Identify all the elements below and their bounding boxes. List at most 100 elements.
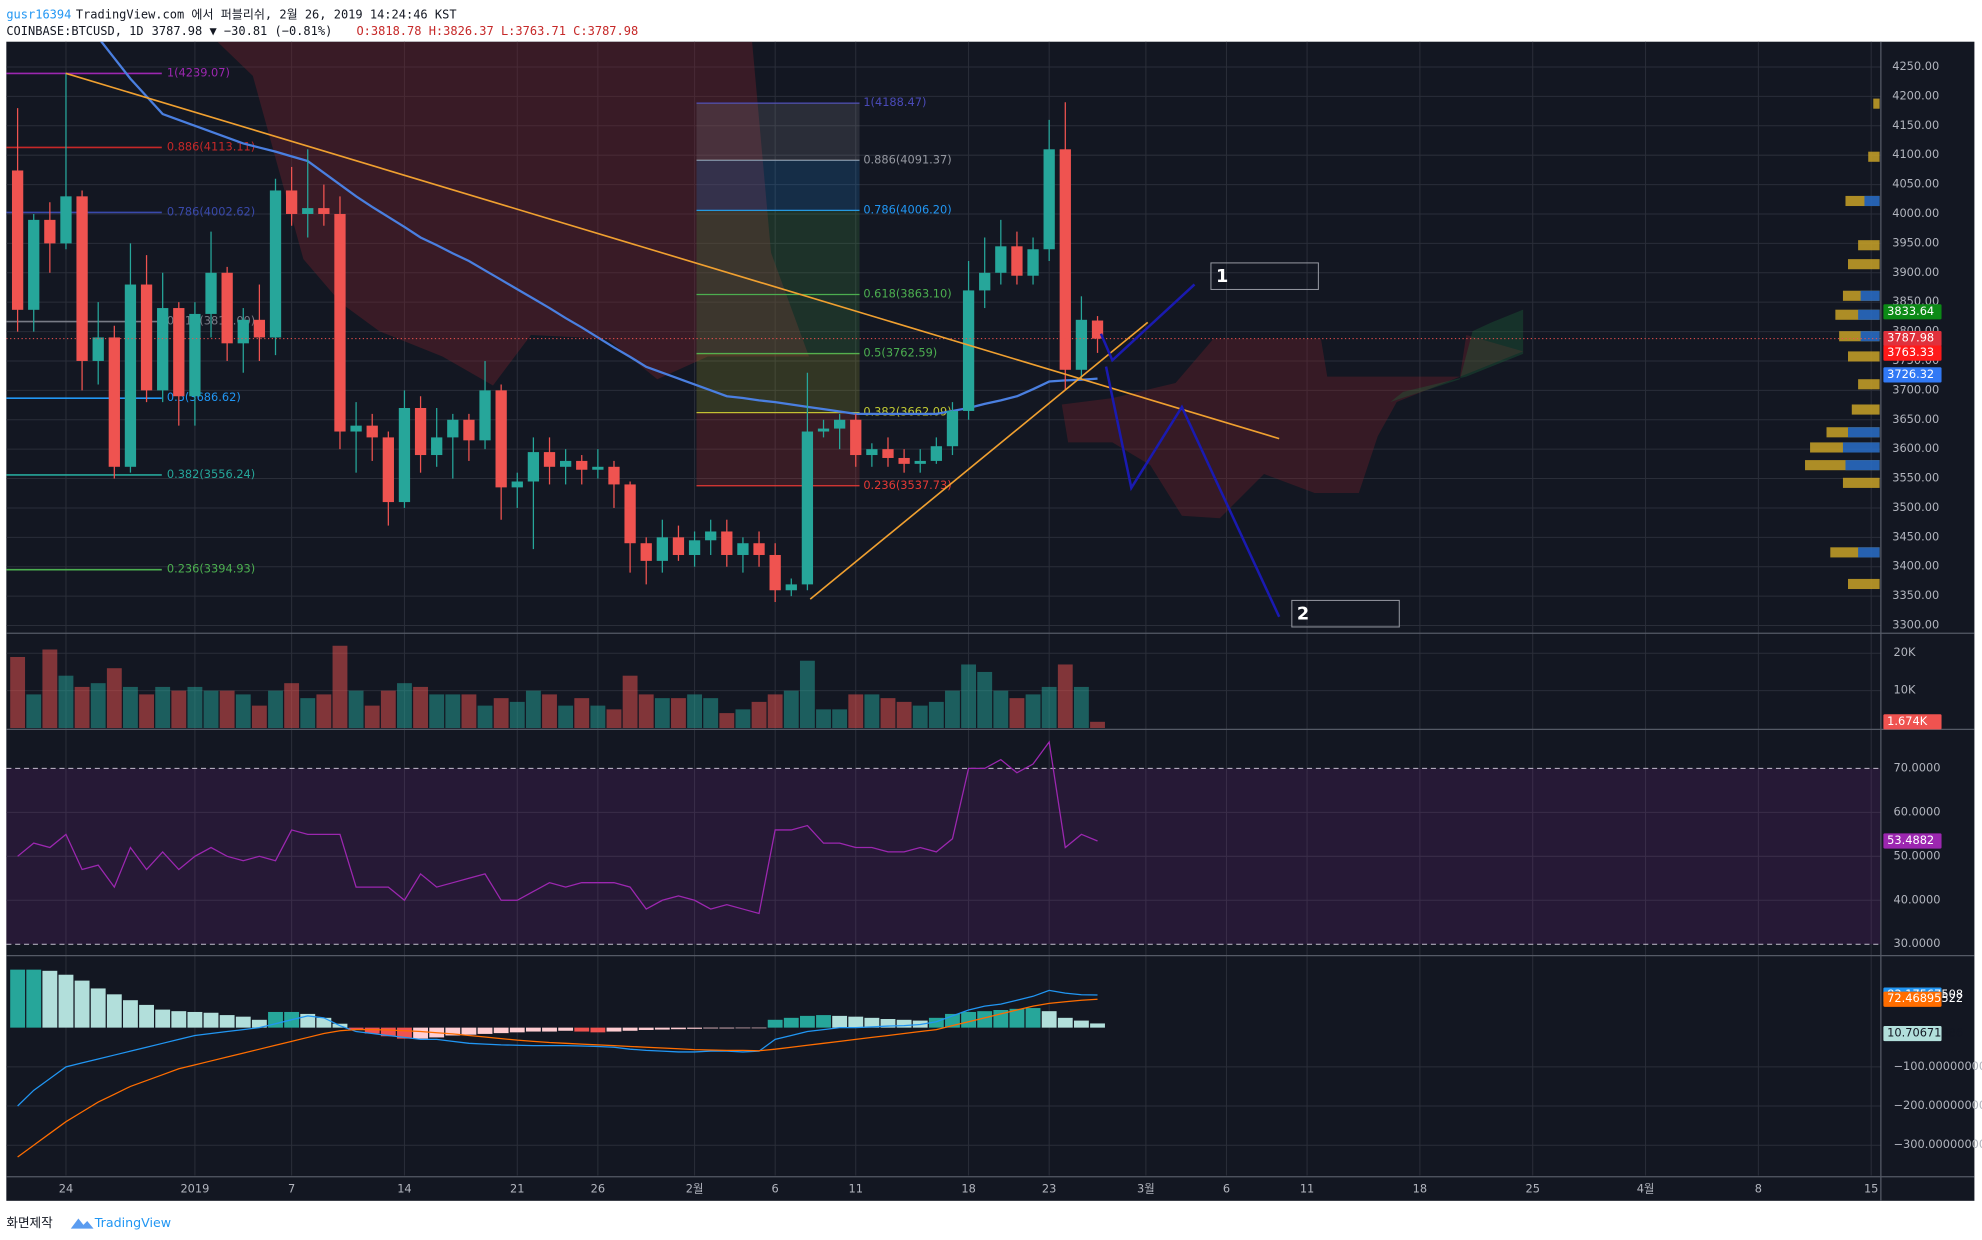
volume-bar	[590, 705, 606, 729]
candle-body	[140, 284, 153, 391]
volume-profile-bar	[1842, 442, 1880, 453]
y-tick-label: 3450.00	[1892, 529, 1939, 543]
candle-body	[962, 290, 975, 411]
x-tick-label: 11	[1300, 1181, 1314, 1195]
volume-bar	[864, 694, 880, 729]
price-badge	[1883, 304, 1942, 320]
volume-profile-bar	[1805, 460, 1880, 471]
cloud-area	[1390, 309, 1524, 402]
candle-body	[108, 337, 120, 467]
candle-body	[1059, 149, 1071, 370]
candle-body	[705, 531, 717, 541]
ichimoku-cloud	[217, 41, 1524, 519]
candle-body	[334, 213, 346, 432]
candle-body	[302, 208, 314, 214]
ohlc: O:3818.78 H:3826.37 L:3763.71 C:3787.98	[356, 24, 638, 38]
annotation-box	[1210, 262, 1319, 290]
candle-body	[1091, 320, 1104, 339]
panel	[6, 740, 1881, 945]
volume-bar	[58, 675, 74, 729]
price-badge	[1883, 991, 1942, 1007]
macd-line	[17, 989, 1098, 1107]
panel	[10, 645, 1105, 729]
y-tick-label: −200.00000000	[1894, 1098, 1982, 1112]
y-tick-label: 3600.00	[1892, 441, 1939, 455]
volume-profile-bar	[1839, 331, 1880, 342]
y-tick-label: 30.0000	[1894, 936, 1941, 950]
volume-bar	[316, 694, 332, 729]
volume-bar	[687, 694, 703, 729]
fib-label: 1(4188.47)	[863, 95, 926, 109]
candle-body	[979, 272, 991, 291]
y-tick-label: −300.00000000	[1894, 1137, 1982, 1151]
y-tick-label: 3300.00	[1892, 618, 1939, 632]
volume-bar	[413, 686, 428, 729]
macd-histogram	[1090, 1023, 1105, 1028]
candle-body	[640, 543, 652, 561]
user: gusr16394	[6, 8, 71, 22]
fib-label: 0.786(4006.20)	[863, 202, 951, 216]
price-badge	[1883, 331, 1942, 347]
annotation-box	[1291, 599, 1400, 628]
y-tick-label: 3650.00	[1892, 412, 1939, 426]
macd-histogram	[139, 1004, 154, 1028]
candle-body	[559, 460, 572, 467]
candle-body	[898, 457, 910, 464]
volume-bar	[509, 701, 525, 729]
y-tick-label: 40.0000	[1894, 892, 1941, 906]
x-tick-label: 4월	[1637, 1181, 1655, 1195]
fib-band	[696, 353, 860, 413]
candle-body	[511, 481, 523, 488]
volume-bar	[461, 694, 477, 729]
volume-bar	[203, 690, 219, 729]
macd-histogram	[606, 1027, 622, 1032]
y-tick-label: 3500.00	[1892, 500, 1939, 514]
candle-body	[382, 437, 394, 503]
candle-body	[124, 284, 137, 467]
y-tick-label: 4100.00	[1892, 147, 1939, 161]
macd-histogram	[687, 1027, 703, 1029]
y-tick-label: 4200.00	[1892, 88, 1939, 102]
candle-body	[366, 425, 378, 438]
volume-bar	[26, 694, 42, 729]
macd-histogram	[10, 969, 26, 1028]
fib-label: 0.886(4113.11)	[167, 139, 255, 153]
fib-label: 0.618(3863.10)	[863, 286, 951, 300]
macd-histogram	[348, 1027, 364, 1030]
volume-bar	[235, 694, 251, 729]
macd-histogram	[864, 1017, 880, 1028]
trend-line	[65, 72, 1280, 440]
volume-bar	[1041, 686, 1057, 729]
macd-histogram	[525, 1027, 541, 1032]
candle-body	[688, 540, 701, 555]
y-tick-label: 50.0000	[1894, 848, 1941, 862]
candle-body	[576, 460, 588, 470]
macd-line	[17, 998, 1098, 1158]
volume-bar	[751, 701, 767, 729]
x-tick-label: 25	[1525, 1181, 1539, 1195]
macd-histogram	[1073, 1020, 1089, 1028]
volume-bar	[332, 645, 348, 729]
price-badge	[1883, 714, 1942, 730]
macd-histogram	[364, 1027, 380, 1034]
volume-bar	[525, 690, 541, 729]
footer-made: 화면제작	[6, 1215, 53, 1230]
volume-bar	[251, 705, 267, 729]
volume-bar	[155, 686, 171, 729]
volume-bar	[671, 698, 686, 729]
macd-histogram	[1041, 1011, 1057, 1028]
macd-histogram	[123, 1000, 138, 1028]
macd-histogram	[816, 1015, 831, 1028]
price-badge-label: 10.70671986	[1887, 1026, 1963, 1040]
volume-profile-bar	[1842, 477, 1880, 488]
fib-band	[696, 294, 860, 354]
volume-bar	[622, 675, 638, 729]
volume-profile-bar	[1845, 195, 1880, 207]
macd-histogram	[1009, 1008, 1025, 1028]
volume-profile-bar	[1860, 331, 1880, 342]
annotation: 1	[1216, 267, 1228, 287]
macd-histogram	[542, 1027, 557, 1032]
candle-body	[221, 272, 233, 344]
drawings: 1 2	[65, 72, 1400, 628]
